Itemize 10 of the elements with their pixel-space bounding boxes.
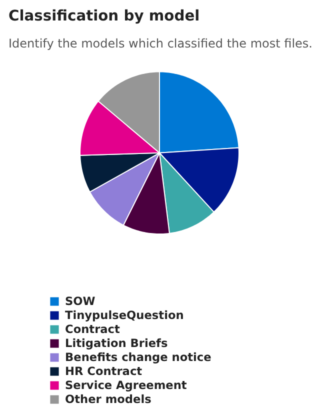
legend-label: Other models bbox=[65, 392, 152, 406]
legend-label: Litigation Briefs bbox=[65, 336, 168, 350]
legend-label: SOW bbox=[65, 294, 96, 308]
legend-label: TinypulseQuestion bbox=[65, 308, 184, 322]
legend-label: Benefits change notice bbox=[65, 350, 212, 364]
legend-label: HR Contract bbox=[65, 364, 142, 378]
chart-title: Classification by model bbox=[8, 8, 200, 24]
legend-label: Service Agreement bbox=[65, 378, 187, 392]
legend-label: Contract bbox=[65, 322, 120, 336]
chart-subtitle: Identify the models which classified the most files. bbox=[8, 36, 312, 50]
